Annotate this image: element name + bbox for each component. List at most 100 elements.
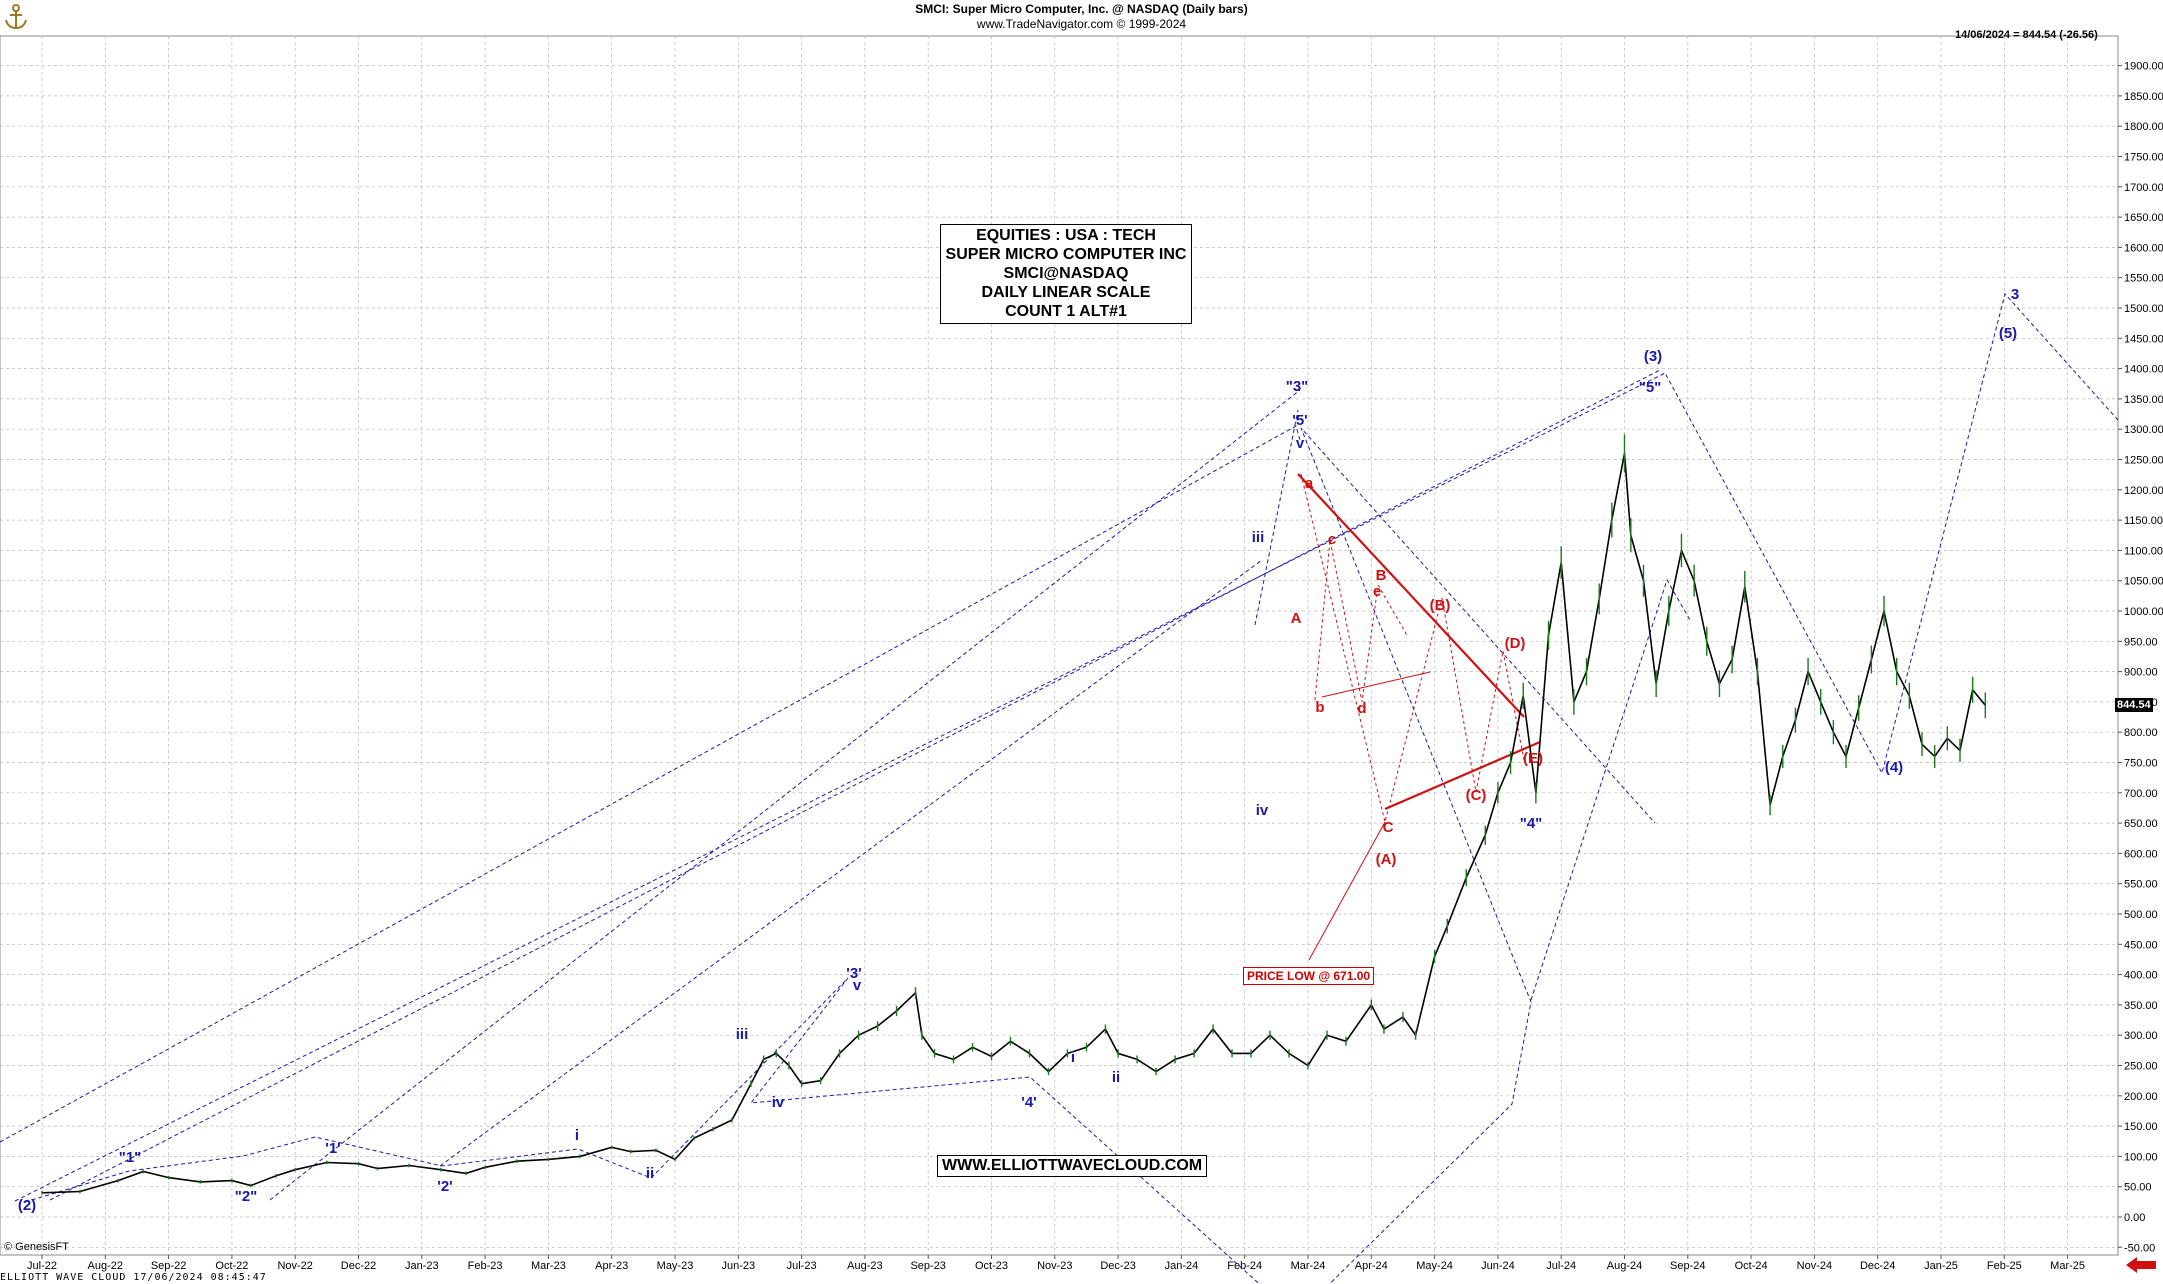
price-low-note: PRICE LOW @ 671.00 (1243, 967, 1375, 985)
blue-wave-label: i (1071, 1049, 1075, 1066)
x-tick-label: Mar-25 (2050, 1260, 2085, 1272)
x-tick-label: Jul-23 (787, 1260, 817, 1272)
blue-wave-label: "2" (235, 1188, 258, 1205)
y-tick-label: 1000.00 (2124, 606, 2163, 618)
blue-wave-path-2 (14, 292, 2119, 1202)
x-tick-label: Dec-22 (341, 1260, 376, 1272)
x-tick-label: Oct-23 (975, 1260, 1008, 1272)
x-tick-label: Jan-25 (1924, 1260, 1958, 1272)
blue-wave-label: (2) (18, 1197, 36, 1214)
info-line: SUPER MICRO COMPUTER INC (945, 246, 1187, 263)
y-tick-label: 400.00 (2124, 970, 2158, 982)
y-tick-label: 800.00 (2124, 727, 2158, 739)
scroll-left-arrow-icon[interactable] (2126, 1256, 2156, 1274)
x-tick-label: Aug-24 (1607, 1260, 1642, 1272)
y-tick-label: 500.00 (2124, 909, 2158, 921)
y-tick-label: 1450.00 (2124, 333, 2163, 345)
blue-wave-label: "1" (119, 1149, 142, 1166)
y-tick-label: 1750.00 (2124, 152, 2163, 164)
blue-wave-label: i (575, 1127, 579, 1144)
blue-wave-label: '2' (437, 1178, 452, 1195)
wave-labels: (2)"1""2"'1''2'iiiiiiiv'3'v'4'iiiiiiiv"3… (18, 286, 2019, 1214)
red-wave-label: (E) (1523, 750, 1543, 767)
y-tick-label: 100.00 (2124, 1151, 2158, 1163)
blue-wave-label: '4' (1021, 1094, 1036, 1111)
y-tick-label: -50.00 (2124, 1242, 2155, 1254)
y-tick-label: 0.00 (2124, 1212, 2145, 1224)
y-tick-label: 1350.00 (2124, 394, 2163, 406)
x-tick-label: Nov-22 (277, 1260, 312, 1272)
y-tick-label: 1100.00 (2124, 545, 2163, 557)
x-tick-label: Jan-23 (405, 1260, 439, 1272)
website-box: WWW.ELLIOTTWAVECLOUD.COM (937, 1155, 1208, 1177)
blue-channel-line-3 (439, 559, 1263, 1167)
blue-wave-label: v (1296, 435, 1305, 452)
x-tick-label: Jul-22 (27, 1260, 57, 1272)
red-triangle-path (1300, 473, 1525, 823)
wave-count-lines (0, 292, 2119, 1284)
y-tick-label: 1400.00 (2124, 364, 2163, 376)
red-wave-label: (A) (1376, 851, 1397, 868)
y-tick-label: 700.00 (2124, 788, 2158, 800)
red-wave-label: (C) (1466, 787, 1487, 804)
blue-wave-label: (5) (1999, 325, 2017, 342)
x-tick-label: Feb-25 (1987, 1260, 2022, 1272)
blue-wave-label: (4) (1885, 759, 1903, 776)
x-tick-label: Nov-24 (1797, 1260, 1832, 1272)
y-tick-label: 900.00 (2124, 667, 2158, 679)
y-tick-label: 250.00 (2124, 1061, 2158, 1073)
blue-wave-label: ii (1112, 1069, 1120, 1086)
footer-timestamp: ELLIOTT WAVE CLOUD 17/06/2024 08:45:47 (0, 1272, 267, 1283)
info-line: SMCI@NASDAQ (1003, 265, 1129, 282)
red-triangle-upper (1297, 473, 1525, 718)
x-tick-label: May-23 (657, 1260, 694, 1272)
blue-channel-line-1 (0, 425, 1301, 1143)
blue-wave-path-4 (1254, 409, 1299, 626)
x-tick-label: Mar-23 (531, 1260, 566, 1272)
info-line: DAILY LINEAR SCALE (981, 284, 1151, 301)
chart-title: SMCI: Super Micro Computer, Inc. @ NASDA… (915, 2, 1248, 16)
y-tick-label: 1550.00 (2124, 273, 2163, 285)
x-tick-label: Aug-23 (847, 1260, 882, 1272)
x-tick-label: May-24 (1416, 1260, 1453, 1272)
blue-wave-label: ii (646, 1165, 654, 1182)
x-tick-label: Sep-24 (1670, 1260, 1705, 1272)
y-tick-label: 550.00 (2124, 879, 2158, 891)
blue-wave-label: "3" (1286, 378, 1309, 395)
genesis-credit: © GenesisFT (4, 1241, 69, 1253)
x-tick-label: Jan-24 (1165, 1260, 1199, 1272)
y-tick-label: 1500.00 (2124, 303, 2163, 315)
blue-wave-label: '3' (846, 965, 861, 982)
chart-grid (0, 35, 2119, 1256)
red-wave-label: B (1376, 567, 1387, 584)
x-tick-label: Feb-24 (1227, 1260, 1262, 1272)
y-tick-label: 1250.00 (2124, 455, 2163, 467)
blue-wave-label: iii (1252, 529, 1265, 546)
y-tick-label: 200.00 (2124, 1091, 2158, 1103)
red-wave-label: C (1383, 819, 1394, 836)
red-subwave-path (1314, 539, 1409, 703)
y-tick-label: 750.00 (2124, 758, 2158, 770)
red-wave-label: (B) (1430, 597, 1451, 614)
red-wave-label: e (1373, 583, 1381, 600)
red-wave-label: d (1357, 700, 1366, 717)
blue-wave-label: '1' (325, 1140, 340, 1157)
last-price-note: 14/06/2024 = 844.54 (-26.56) (1955, 29, 2098, 41)
x-tick-label: Apr-23 (595, 1260, 628, 1272)
blue-wave-label: iii (736, 1026, 749, 1043)
y-tick-label: 350.00 (2124, 1000, 2158, 1012)
x-tick-label: Dec-23 (1100, 1260, 1135, 1272)
y-tick-label: 1150.00 (2124, 515, 2163, 527)
price-tag: 844.54 (2115, 698, 2153, 712)
red-triangle-lower (1384, 740, 1541, 811)
x-tick-label: Aug-22 (88, 1260, 123, 1272)
y-tick-label: 650.00 (2124, 818, 2158, 830)
price-series (41, 434, 1987, 1195)
blue-wave-label: "4" (1520, 815, 1543, 832)
x-tick-label: Oct-24 (1735, 1260, 1768, 1272)
blue-wave-label: '5' (1292, 412, 1307, 429)
chart-credit: www.TradeNavigator.com © 1999-2024 (976, 17, 1187, 31)
x-tick-label: Dec-24 (1860, 1260, 1895, 1272)
price-line (41, 453, 1986, 1194)
